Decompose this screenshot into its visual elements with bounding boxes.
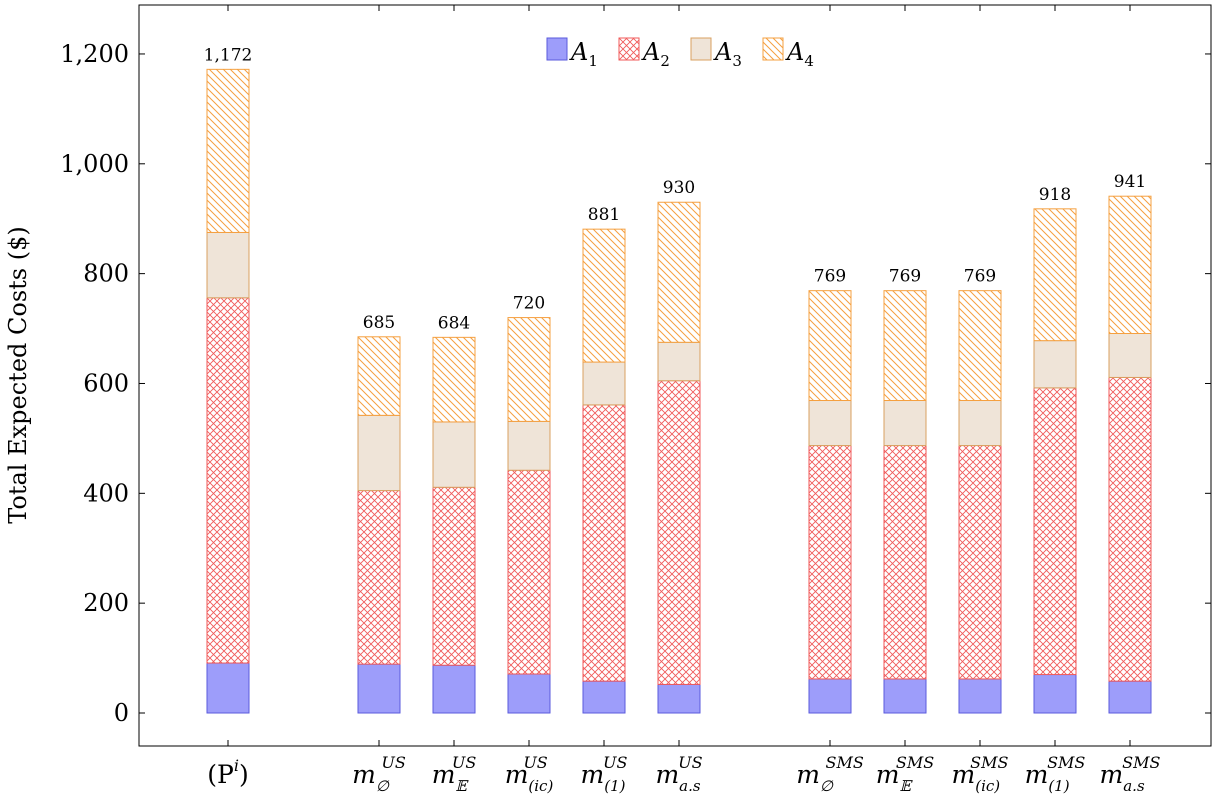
bar-segment-a4 bbox=[1033, 208, 1077, 342]
bar-segment-a4 bbox=[1108, 195, 1152, 335]
bar-segment-a4 bbox=[958, 290, 1002, 402]
legend-label-a3: A3 bbox=[713, 38, 742, 70]
y-axis: 0 200 400 600 800 1,000 1,200 bbox=[60, 40, 1211, 727]
category-label: m(ic)SMS bbox=[952, 753, 1009, 794]
category-labels: (Pi) m∅US m𝔼US m(ic)US m(1)US ma.sUS m∅SMS m𝔼SM… bbox=[207, 753, 1160, 794]
category-label: m(1)SMS bbox=[1025, 753, 1086, 794]
category-label: m(ic)US bbox=[505, 753, 554, 794]
bar-segment-a3 bbox=[357, 414, 401, 492]
bar-segment-a2 bbox=[883, 445, 927, 680]
total-label: 684 bbox=[438, 313, 470, 333]
category-label: m𝔼US bbox=[432, 753, 477, 794]
y-tick-label: 0 bbox=[114, 699, 129, 727]
bar-segment-a1 bbox=[432, 664, 476, 714]
total-label: 930 bbox=[663, 178, 695, 198]
total-label: 881 bbox=[588, 205, 620, 225]
bar-segment-a2 bbox=[808, 445, 852, 680]
bars bbox=[206, 5, 1152, 746]
category-label: ma.sUS bbox=[655, 753, 702, 794]
bar-segment-a1 bbox=[206, 662, 250, 714]
bar-segment-a4 bbox=[657, 201, 701, 343]
bar-segment-a2 bbox=[357, 490, 401, 665]
bar-segment-a1 bbox=[657, 683, 701, 714]
total-label: 685 bbox=[363, 313, 395, 333]
total-label: 769 bbox=[964, 267, 996, 287]
category-label: m𝔼SMS bbox=[876, 753, 935, 794]
legend-swatch-a2 bbox=[618, 37, 640, 61]
bar-segment-a1 bbox=[958, 678, 1002, 714]
legend-swatch-a4 bbox=[762, 37, 784, 61]
bar-segment-a3 bbox=[1033, 340, 1077, 389]
total-label: 1,172 bbox=[204, 45, 253, 65]
bar-segment-a4 bbox=[432, 336, 476, 423]
bar-segment-a4 bbox=[808, 290, 852, 402]
bar-segment-a1 bbox=[883, 678, 927, 714]
y-tick-label: 400 bbox=[83, 479, 129, 507]
bar-segment-a2 bbox=[1108, 376, 1152, 682]
bar-segment-a1 bbox=[1108, 680, 1152, 714]
category-label: m∅US bbox=[352, 753, 406, 794]
bar-segment-a1 bbox=[808, 678, 852, 714]
total-label: 769 bbox=[814, 267, 846, 287]
bar-segment-a1 bbox=[1033, 674, 1077, 714]
bar-segment-a2 bbox=[1033, 387, 1077, 676]
legend-swatch-a1 bbox=[546, 37, 568, 61]
bar-segment-a2 bbox=[206, 297, 250, 664]
bar-segment-a4 bbox=[206, 68, 250, 233]
category-label: ma.sSMS bbox=[1100, 753, 1161, 794]
bar-segment-a3 bbox=[808, 400, 852, 447]
bar-segment-a4 bbox=[582, 228, 626, 363]
legend-label-a1: A1 bbox=[569, 38, 598, 70]
total-label: 918 bbox=[1039, 185, 1071, 205]
legend: A1 A2 A3 A4 bbox=[546, 37, 814, 70]
bar-segment-a3 bbox=[958, 400, 1002, 447]
bar-segment-a2 bbox=[657, 380, 701, 685]
y-tick-label: 800 bbox=[83, 260, 129, 288]
y-tick-label: 600 bbox=[83, 369, 129, 397]
bar-segment-a4 bbox=[883, 290, 927, 402]
y-tick-label: 1,200 bbox=[60, 40, 129, 68]
total-label: 720 bbox=[513, 294, 545, 314]
legend-swatch-a3 bbox=[690, 37, 712, 61]
bar-segment-a2 bbox=[958, 445, 1002, 680]
bar-segment-a3 bbox=[1108, 333, 1152, 378]
y-tick-label: 1,000 bbox=[60, 150, 129, 178]
total-label: 941 bbox=[1114, 172, 1146, 192]
bar-segment-a1 bbox=[357, 663, 401, 714]
bar-segment-a4 bbox=[357, 336, 401, 416]
bar-segment-a2 bbox=[582, 404, 626, 682]
legend-label-a2: A2 bbox=[641, 38, 670, 70]
category-label: m(1)US bbox=[581, 753, 628, 794]
bar-segment-a2 bbox=[432, 486, 476, 666]
bar-segment-a3 bbox=[582, 361, 626, 406]
bar-segment-a1 bbox=[507, 673, 551, 714]
plot-frame bbox=[138, 4, 1212, 747]
bar-segment-a3 bbox=[206, 231, 250, 299]
bar-segment-a3 bbox=[883, 400, 927, 447]
bar-segment-a4 bbox=[507, 317, 551, 422]
bar-segment-a3 bbox=[507, 420, 551, 471]
total-labels: 1,172 685 684 720 881 930 769 769 769 918 941 bbox=[204, 45, 1147, 333]
legend-label-a4: A4 bbox=[785, 38, 814, 70]
category-label: (Pi) bbox=[207, 756, 248, 789]
bar-segment-a2 bbox=[507, 469, 551, 675]
y-axis-title: Total Expected Costs ($) bbox=[4, 226, 32, 523]
bar-segment-a3 bbox=[432, 421, 476, 488]
bar-segment-a1 bbox=[582, 680, 626, 714]
bar-segment-a3 bbox=[657, 341, 701, 382]
category-label: m∅SMS bbox=[796, 753, 864, 794]
total-label: 769 bbox=[889, 267, 921, 287]
y-tick-label: 200 bbox=[83, 589, 129, 617]
